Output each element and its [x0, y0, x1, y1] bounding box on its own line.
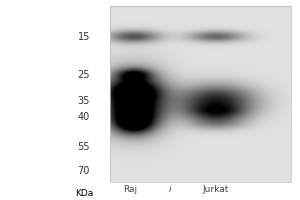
Bar: [0, 0, 110, 200]
Text: 70: 70: [78, 166, 90, 176]
Bar: [110, 6, 291, 182]
Text: 25: 25: [77, 70, 90, 80]
Text: 40: 40: [78, 112, 90, 122]
Text: 35: 35: [78, 96, 90, 106]
Text: Raj: Raj: [123, 184, 138, 194]
Text: Jurkat: Jurkat: [203, 184, 229, 194]
Bar: [110, 6, 291, 182]
Text: KDa: KDa: [75, 189, 93, 198]
Bar: [291, 0, 300, 200]
Text: 55: 55: [77, 142, 90, 152]
Bar: [110, 0, 291, 6]
Bar: [110, 182, 291, 200]
Text: 15: 15: [78, 32, 90, 42]
Text: i: i: [168, 184, 171, 194]
